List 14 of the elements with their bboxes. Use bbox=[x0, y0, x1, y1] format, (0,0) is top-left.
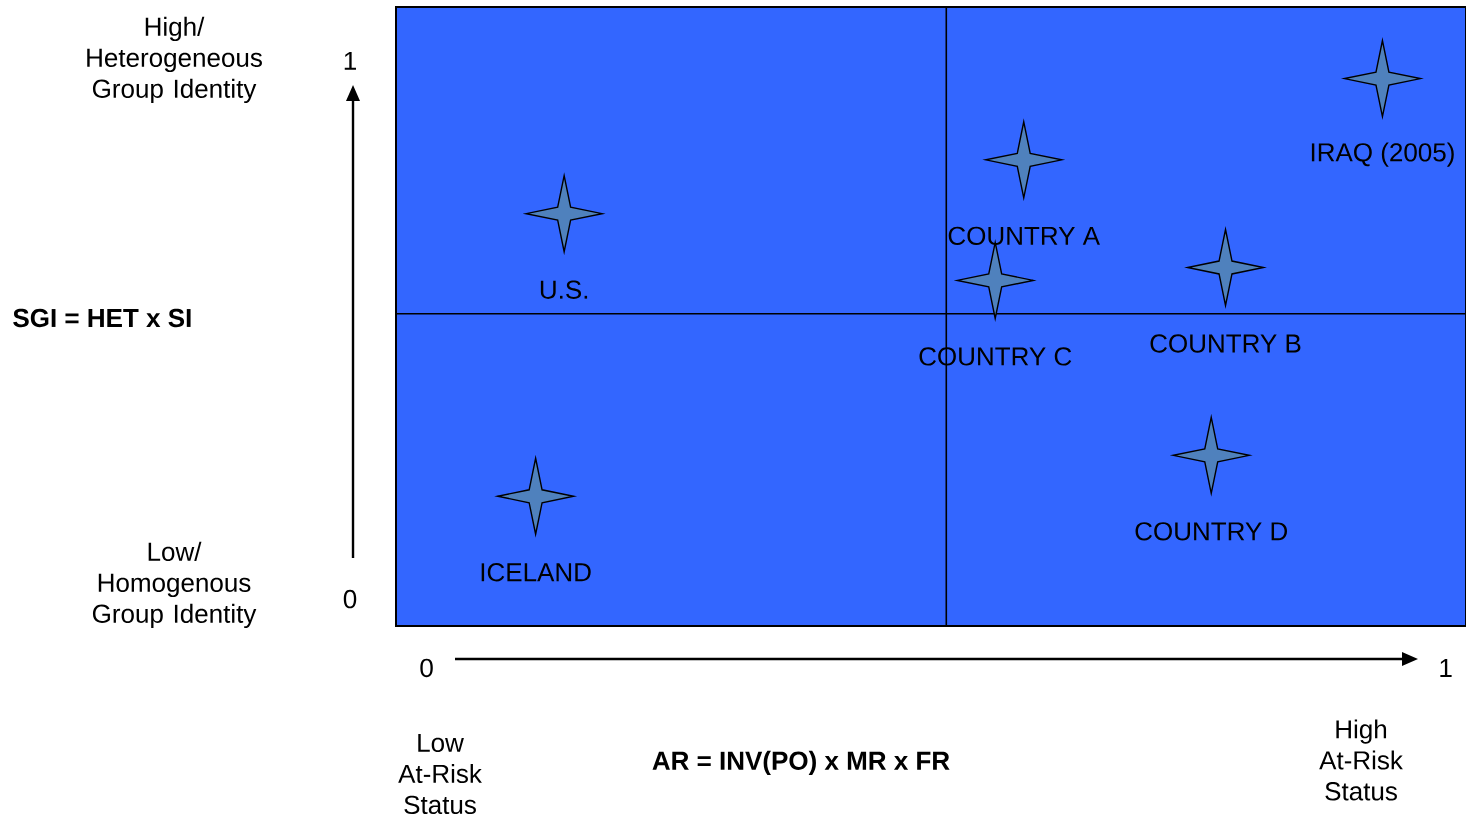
annotation: ICELAND bbox=[481, 563, 591, 582]
point bbox=[1184, 226, 1267, 309]
text: Low/ Homogenous Group Identity bbox=[92, 541, 257, 629]
point bbox=[1341, 37, 1424, 120]
annotation: U.S. bbox=[540, 280, 588, 299]
annotation: COUNTRY B bbox=[1150, 334, 1301, 353]
text: High/ Heterogeneous Group Identity bbox=[87, 16, 262, 104]
text: High At-Risk Status bbox=[1319, 719, 1403, 801]
annotation: IRAQ (2005) bbox=[1311, 142, 1454, 167]
annotation: COUNTRY D bbox=[1135, 522, 1288, 541]
text: SGI = HET x SI bbox=[13, 308, 191, 328]
x-axis-title: AR = INV(PO) x MR x FR bbox=[652, 750, 950, 776]
text: Low At-Risk Status bbox=[398, 733, 482, 815]
annotation: COUNTRY A bbox=[948, 226, 1100, 246]
